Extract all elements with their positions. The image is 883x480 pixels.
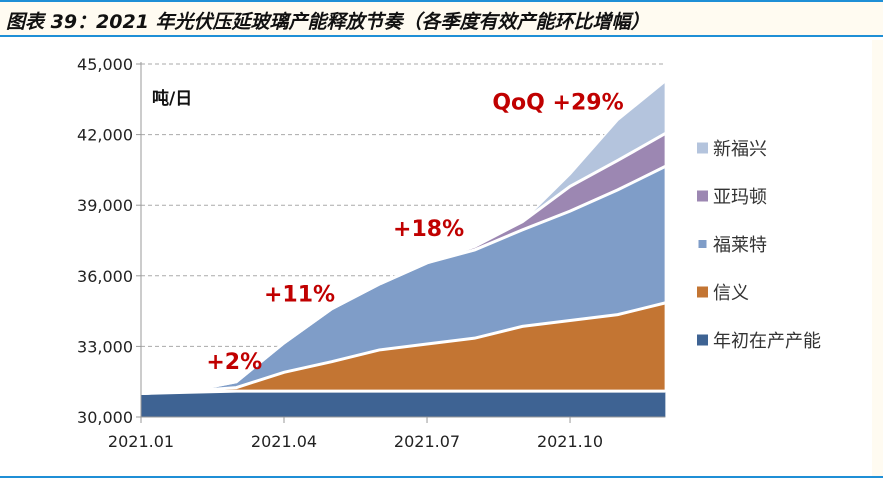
y-tick-label: 45,000: [77, 55, 133, 74]
annotation: +2%: [206, 350, 262, 375]
legend-swatch: [697, 190, 708, 202]
x-tick-label: 2021.01: [108, 432, 174, 451]
bottom-rule: [0, 476, 883, 478]
y-tick-label: 36,000: [77, 267, 133, 286]
y-tick-label: 39,000: [77, 196, 133, 215]
annotation: +11%: [264, 283, 335, 308]
x-tick-label: 2021.04: [251, 432, 317, 451]
legend-label: 新福兴: [713, 139, 767, 160]
annotation: QoQ +29%: [492, 90, 623, 115]
figure-title: 图表 39：2021 年光伏压延玻璃产能释放节奏（各季度有效产能环比增幅）: [6, 11, 650, 33]
y-tick-label: 30,000: [77, 408, 133, 427]
area-0: [141, 391, 666, 417]
background-strip: [872, 40, 883, 476]
legend-swatch: [698, 240, 707, 248]
x-tick-label: 2021.07: [394, 432, 460, 451]
legend-label: 信义: [713, 283, 749, 304]
area-boundary: [140, 132, 667, 395]
legend-swatch: [697, 142, 708, 154]
legend-swatch: [697, 286, 708, 298]
unit-label: 吨/日: [152, 88, 192, 109]
y-tick-label: 33,000: [77, 337, 133, 356]
legend-label: 年初在产产能: [713, 331, 821, 352]
legend-label: 福莱特: [713, 235, 767, 256]
legend-label: 亚玛顿: [713, 187, 767, 208]
area-boundary: [140, 301, 666, 395]
x-tick-label: 2021.10: [537, 432, 603, 451]
title-bar: 图表 39：2021 年光伏压延玻璃产能释放节奏（各季度有效产能环比增幅）: [0, 0, 883, 37]
area-boundary: [140, 389, 666, 395]
annotation: +18%: [393, 217, 464, 242]
y-tick-label: 42,000: [77, 126, 133, 145]
legend-swatch: [697, 334, 708, 346]
